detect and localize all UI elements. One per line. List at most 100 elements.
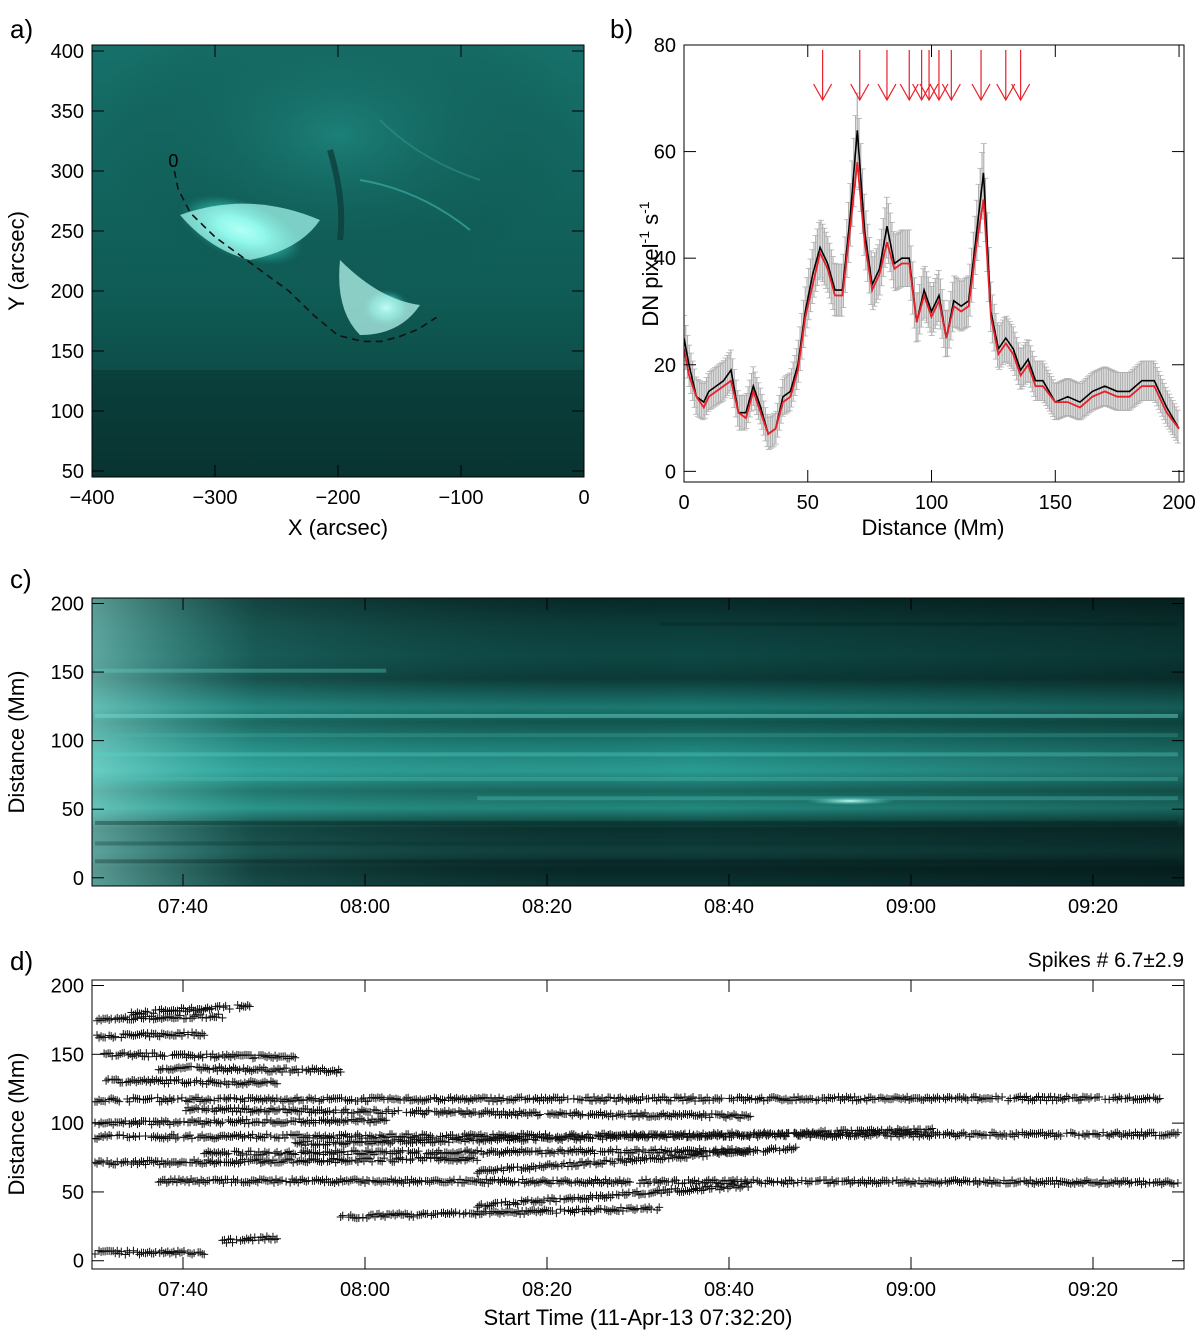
spike-marker [670, 1152, 679, 1161]
spike-marker [309, 1096, 318, 1105]
spike-marker [1026, 1094, 1035, 1103]
spike-marker [783, 1179, 792, 1188]
spike-marker [588, 1134, 597, 1143]
spike-marker [835, 1129, 844, 1138]
spike-marker [236, 1117, 245, 1126]
spike-marker [971, 1129, 980, 1138]
spike-marker [552, 1110, 561, 1119]
spike-marker [1056, 1132, 1065, 1141]
spike-marker [509, 1096, 518, 1105]
spike-marker [198, 1053, 207, 1062]
spike-marker [564, 1206, 573, 1215]
spike-marker [190, 1249, 199, 1258]
spike-marker [359, 1150, 368, 1159]
panel-b: b) 0 50 100 150 200 0 20 40 60 80 Distance (Mm) D… [610, 14, 1196, 540]
spike-marker [353, 1130, 362, 1139]
spike-marker [660, 1176, 669, 1185]
spike-marker [925, 1177, 934, 1186]
spike-marker [497, 1148, 506, 1157]
spike-marker [260, 1133, 269, 1142]
spike-marker [229, 1063, 238, 1072]
spike-marker [124, 1077, 133, 1086]
spike-marker [224, 1116, 233, 1125]
spike-marker [573, 1161, 582, 1170]
spike-marker [353, 1137, 362, 1146]
spike-marker [463, 1155, 472, 1164]
spike-marker [891, 1128, 900, 1137]
spike-marker [413, 1211, 422, 1220]
spike-marker [332, 1177, 341, 1186]
spike-marker [634, 1131, 643, 1140]
spike-marker [173, 1029, 182, 1037]
spike-marker [586, 1147, 595, 1156]
spike-marker [763, 1146, 772, 1155]
spike-marker [242, 1234, 251, 1243]
spike-marker [1028, 1096, 1037, 1105]
spike-marker [162, 1178, 171, 1187]
peak-arrow-head [813, 83, 833, 102]
spike-marker [694, 1150, 703, 1159]
spike-marker [735, 1147, 744, 1156]
spike-marker [698, 1152, 707, 1161]
spike-marker [483, 1134, 492, 1143]
spike-marker [860, 1178, 869, 1187]
spike-marker [830, 1093, 839, 1102]
spike-marker [624, 1109, 633, 1118]
spike-marker [598, 1192, 607, 1201]
panel-b-frame [683, 44, 1185, 483]
spike-marker [723, 1110, 732, 1119]
spike-marker [163, 1134, 172, 1143]
spike-marker [564, 1134, 573, 1143]
spike-marker [414, 1135, 423, 1144]
spike-marker [202, 1106, 211, 1115]
spike-marker [416, 1154, 425, 1163]
spike-marker [220, 1148, 229, 1157]
spike-marker [433, 1176, 442, 1185]
spike-marker [141, 1031, 150, 1040]
spike-marker [190, 1012, 199, 1021]
panel-c: c) 07:40 08:00 08:20 08:40 09:00 09:20 0 50 100 1… [4, 564, 1185, 918]
spike-marker [250, 1053, 259, 1062]
spike-marker [117, 1118, 126, 1127]
spike-marker [727, 1133, 736, 1142]
x-tick-label: 08:20 [522, 896, 572, 918]
spike-marker [521, 1164, 530, 1173]
spike-marker [555, 1179, 564, 1188]
spike-marker [1076, 1178, 1085, 1187]
spike-marker [173, 1013, 182, 1022]
spike-marker [493, 1097, 502, 1106]
spike-marker [921, 1130, 930, 1139]
spike-marker [549, 1161, 558, 1170]
spike-marker [282, 1177, 291, 1186]
spike-marker [686, 1094, 695, 1103]
spike-marker [213, 1066, 222, 1075]
spike-marker [388, 1109, 397, 1118]
spike-marker [545, 1160, 554, 1169]
spike-marker [693, 1111, 702, 1120]
spike-marker [654, 1154, 663, 1163]
spike-marker [848, 1178, 857, 1187]
spike-marker [417, 1177, 426, 1186]
spike-marker [461, 1147, 470, 1156]
spike-marker [262, 1149, 271, 1158]
spike-marker [606, 1093, 615, 1102]
spike-marker [593, 1176, 602, 1185]
spike-marker [587, 1096, 596, 1105]
spike-marker [1095, 1131, 1104, 1140]
spike-marker [945, 1177, 954, 1186]
spike-marker [625, 1178, 634, 1187]
spike-marker [224, 1104, 233, 1113]
spike-marker [455, 1155, 464, 1164]
spike-marker [97, 1118, 106, 1127]
spike-marker [1091, 1093, 1100, 1102]
spike-marker [339, 1106, 348, 1115]
panel-d: d) Spikes # 6.7±2.9 07:40 08:00 08:20 08:40… [4, 946, 1185, 1330]
spike-marker [291, 1106, 300, 1115]
spike-marker [708, 1176, 717, 1185]
spike-marker [266, 1077, 275, 1086]
spike-marker [455, 1106, 464, 1115]
y-tick-label: 0 [73, 1251, 84, 1273]
spike-marker [983, 1093, 992, 1102]
spike-marker [354, 1213, 363, 1222]
spike-marker [529, 1135, 538, 1144]
